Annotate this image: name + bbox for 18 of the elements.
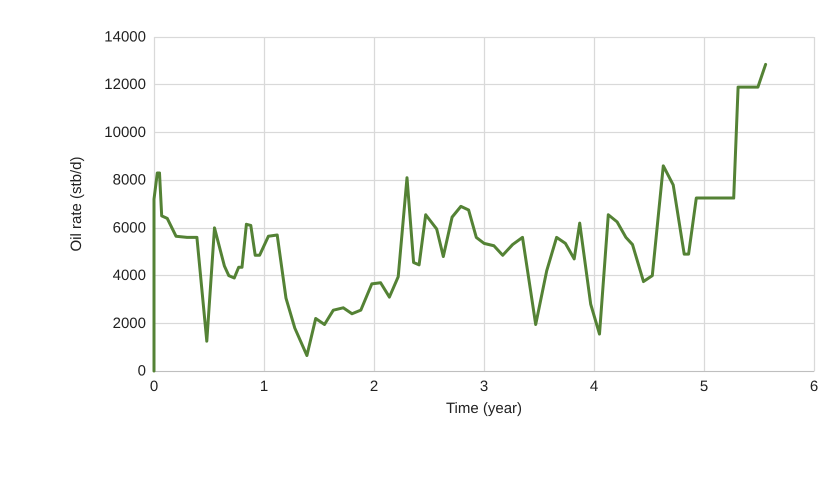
x-tick-label: 2 xyxy=(370,378,378,395)
y-tick-label: 0 xyxy=(138,362,146,380)
x-tick-label: 1 xyxy=(260,378,268,395)
x-tick-label: 5 xyxy=(700,378,708,395)
x-axis-title: Time (year) xyxy=(446,400,522,417)
y-tick-label: 6000 xyxy=(112,219,146,236)
y-tick-label: 12000 xyxy=(104,76,146,94)
x-tick-label: 6 xyxy=(810,378,818,395)
line-series xyxy=(152,62,768,372)
x-tick-label: 4 xyxy=(590,378,598,395)
y-tick-label: 2000 xyxy=(112,314,146,332)
y-tick-label: 8000 xyxy=(112,172,146,189)
y-tick-label: 14000 xyxy=(104,28,146,46)
y-axis-title: Oil rate (stb/d) xyxy=(68,156,85,252)
y-tick-label: 10000 xyxy=(104,124,146,141)
y-tick-label: 4000 xyxy=(112,267,146,284)
x-tick-label: 3 xyxy=(480,378,488,395)
x-tick-label: 0 xyxy=(150,378,158,395)
